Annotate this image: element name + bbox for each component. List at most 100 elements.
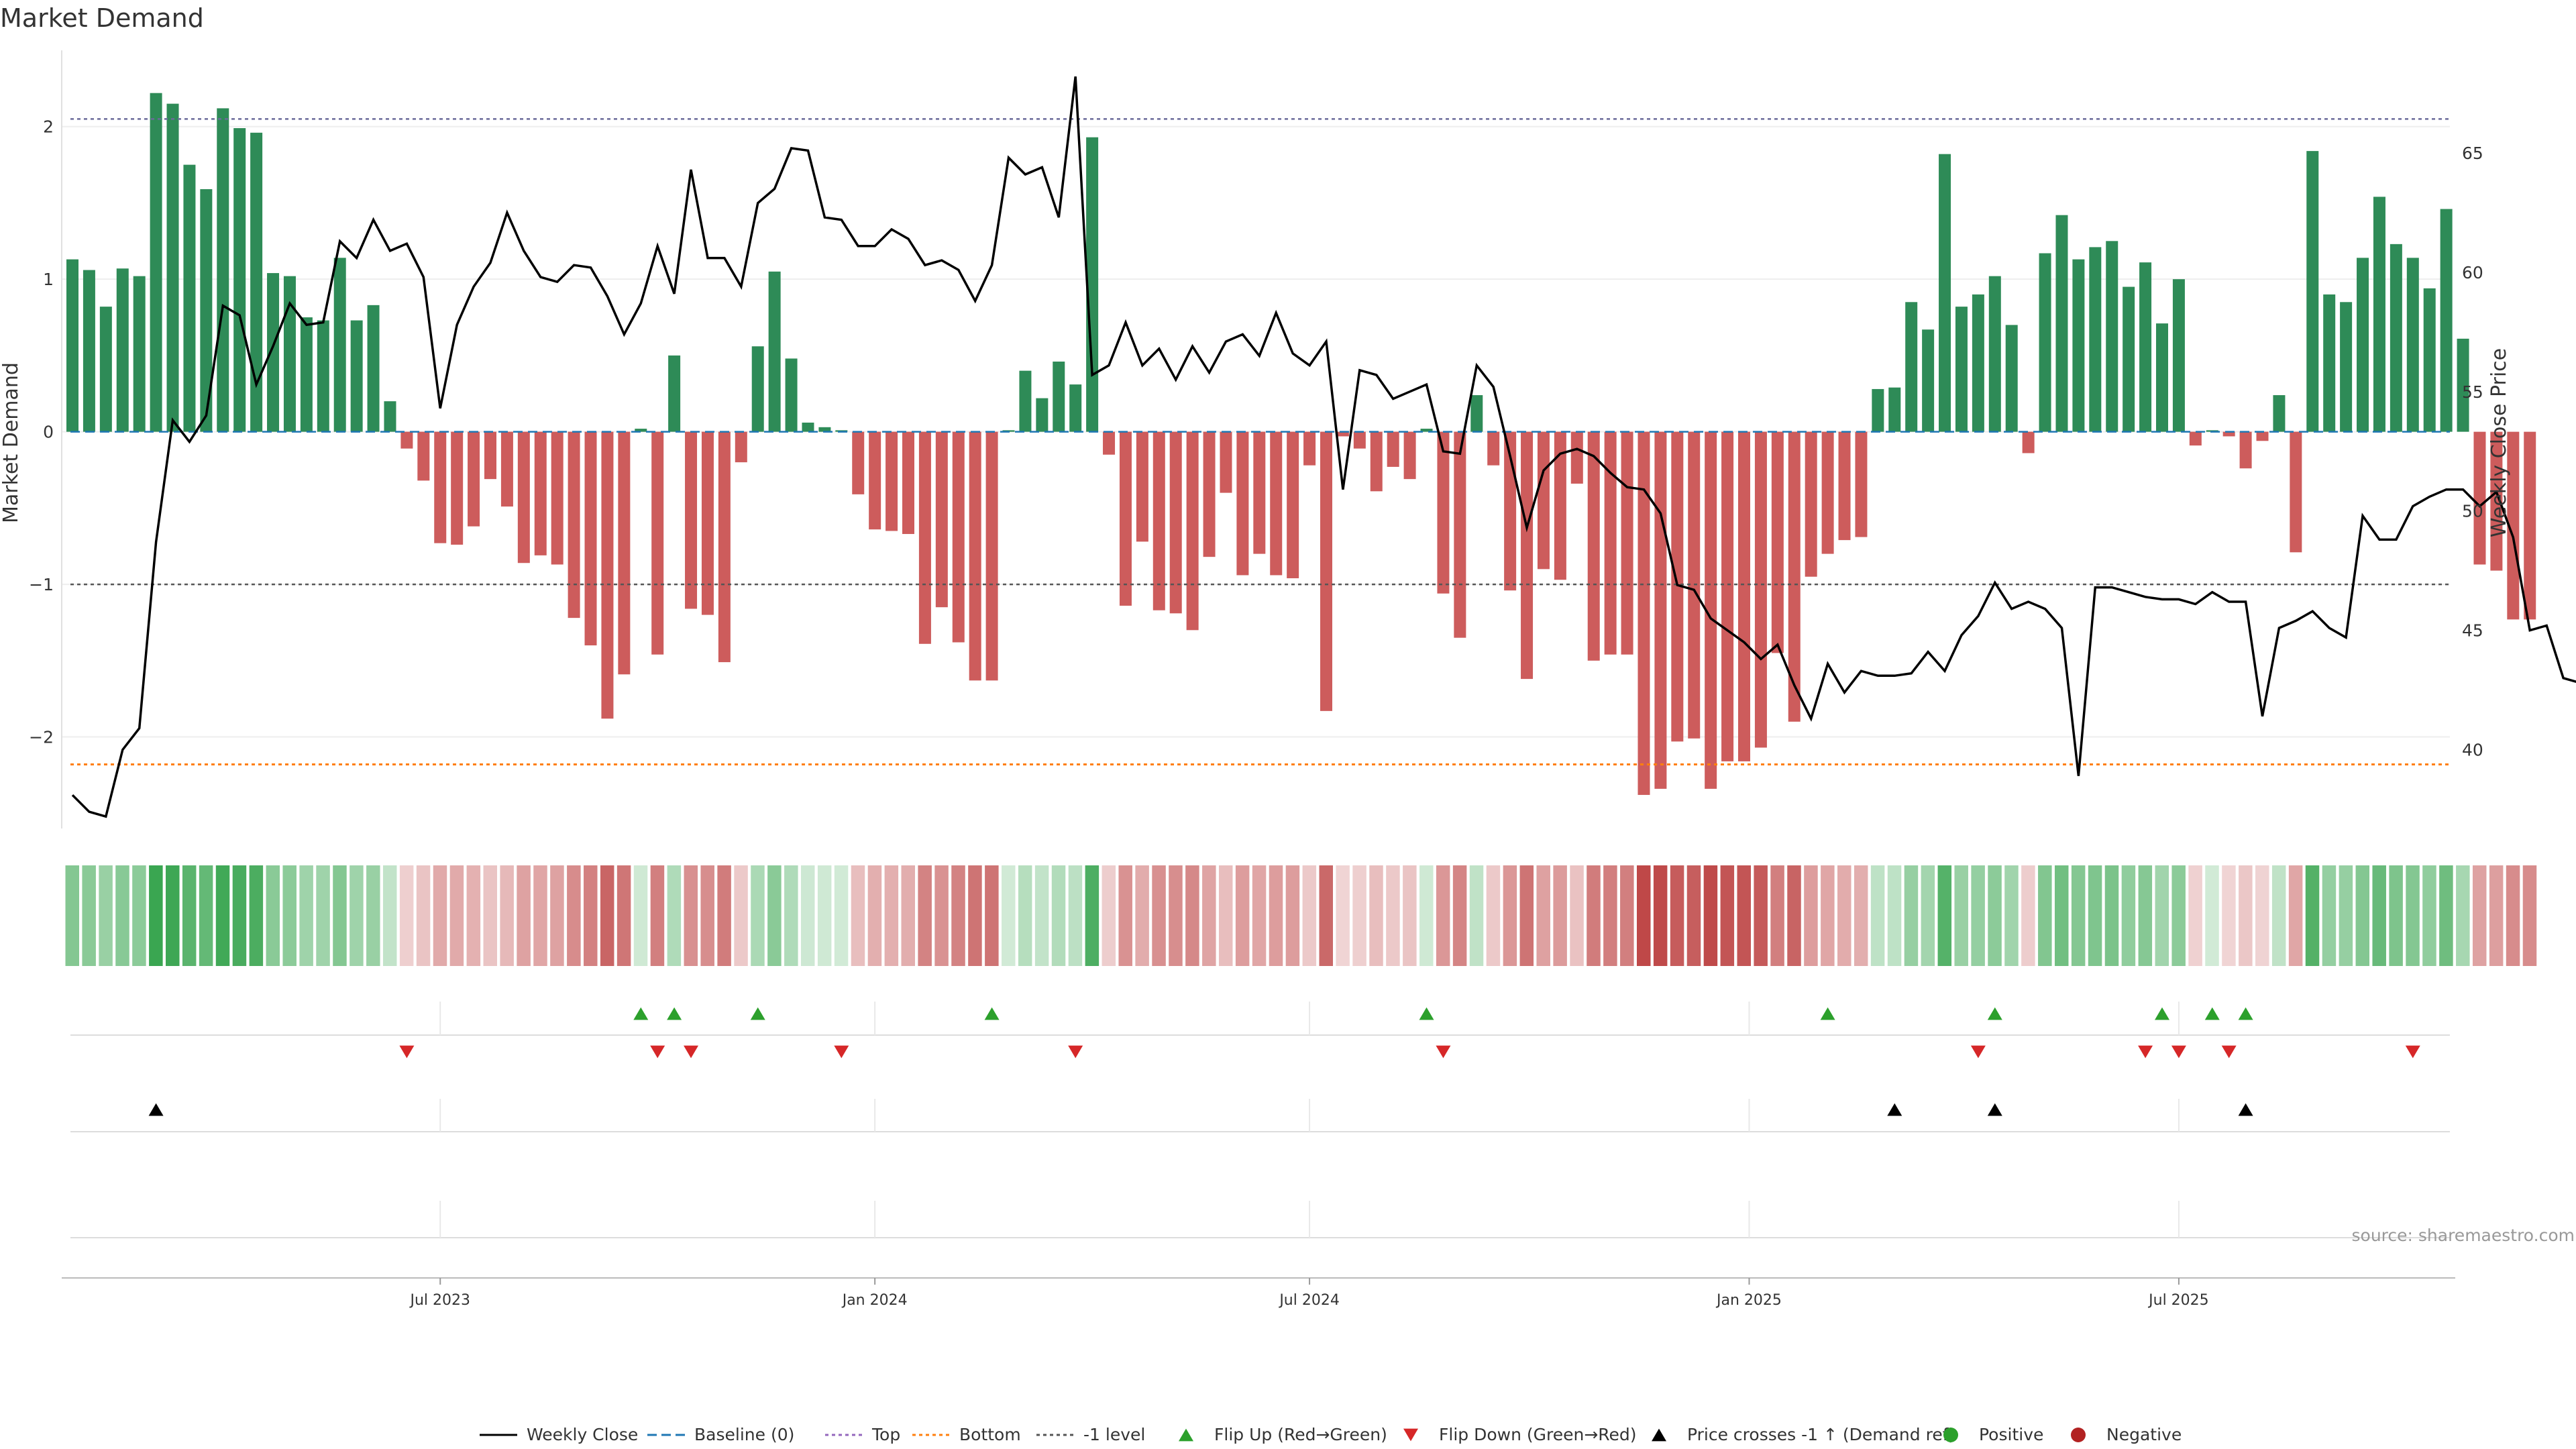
strip-cell [1536,865,1550,966]
lower-vertical-gridlines [439,1002,2180,1238]
demand-bar [2156,323,2168,432]
flip-up-marker [1419,1007,1434,1020]
demand-bar [1955,307,1968,432]
strip-cell [1102,865,1116,966]
demand-bar [735,431,747,463]
strip-cell [2021,865,2035,966]
demand-bar [751,346,764,432]
strip-cell [717,865,731,966]
legend-dot-swatch [1943,1428,1958,1442]
strip-cell [1118,865,1132,966]
demand-bar [1420,429,1433,432]
strip-cell [1870,865,1885,966]
strip-cell [2088,865,2102,966]
left-y-ticks: −2 −1 0 1 2 [29,117,54,747]
reference-lines [70,118,2450,765]
legend-triangle-up-swatch [1179,1428,1193,1442]
strip-cell [232,865,247,966]
flip-down-marker [684,1045,699,1059]
demand-bar [1186,431,1199,631]
legend-item: -1 level [1036,1425,1145,1444]
demand-bar [1320,431,1332,711]
strip-cell [2255,865,2269,966]
demand-bar [935,431,948,608]
strip-cell [667,865,682,966]
demand-bar [1152,431,1165,610]
demand-bar [468,431,480,527]
demand-bar [2022,431,2035,453]
strip-cell [1854,865,1868,966]
strip-cell [350,865,364,966]
demand-bar [1671,431,1684,742]
strip-cell [1570,865,1584,966]
strip-cell [2222,865,2236,966]
strip-cell [1787,865,1801,966]
demand-bar [1437,431,1450,594]
y-tick-label: 1 [43,270,54,289]
demand-bar [2189,431,2202,446]
strip-cell [584,865,598,966]
x-tick-label: Jul 2023 [409,1292,470,1309]
strip-cell [1703,865,1718,966]
demand-bar [150,93,162,432]
demand-bar [1654,431,1667,789]
strip-cell [1269,865,1283,966]
strip-cell [1519,865,1534,966]
strip-cell [2522,865,2537,966]
demand-bar [651,431,664,655]
strip-cell [1804,865,1818,966]
demand-bar [400,431,413,449]
demand-bar [685,431,698,609]
demand-bar [1470,395,1483,432]
flip-down-marker [834,1045,849,1059]
strip-cell [266,865,280,966]
strip-cell [1319,865,1333,966]
legend-label: Top [871,1425,900,1444]
demand-bar [852,431,865,494]
strip-cell [951,865,965,966]
demand-bar [1454,431,1466,638]
y2-tick-label: 55 [2462,382,2483,402]
demand-bar [802,422,814,432]
demand-bar [1988,276,2001,432]
demand-bar [1069,384,1082,432]
strip-cell [2155,865,2169,966]
strip-cell [817,865,832,966]
weekly-close-line [71,76,2576,818]
strip-cell [1904,865,1919,966]
strip-cell [867,865,882,966]
strip-cell [2054,865,2069,966]
strip-cell [2004,865,2019,966]
strip-cell [1452,865,1467,966]
strip-cell [299,865,313,966]
demand-bar [2357,258,2369,432]
strip-cell [2305,865,2320,966]
flip-down-marker [2405,1045,2420,1059]
flip-down-marker [2138,1045,2153,1059]
demand-bar [818,427,831,432]
strip-cell [1169,865,1183,966]
strip-cell [2422,865,2436,966]
strip-cell [884,865,899,966]
strip-cell [215,865,230,966]
strip-cell [2389,865,2403,966]
flip-down-marker [650,1045,665,1059]
demand-bar [2089,247,2102,432]
strip-cell [918,865,932,966]
strip-cell [2322,865,2337,966]
strip-cell [517,865,531,966]
strip-cell [2489,865,2504,966]
demand-bar [2139,262,2152,432]
strip-cell [600,865,614,966]
strip-cell [567,865,581,966]
legend-label: Negative [2106,1425,2182,1444]
strip-cell [1971,865,1985,966]
flip-down-markers [399,1045,2420,1059]
demand-bar [551,431,564,565]
strip-cell [1770,865,1784,966]
demand-bar [1771,431,1784,653]
strip-cell [1988,865,2002,966]
strip-cell [1152,865,1166,966]
strip-cell [2188,865,2202,966]
